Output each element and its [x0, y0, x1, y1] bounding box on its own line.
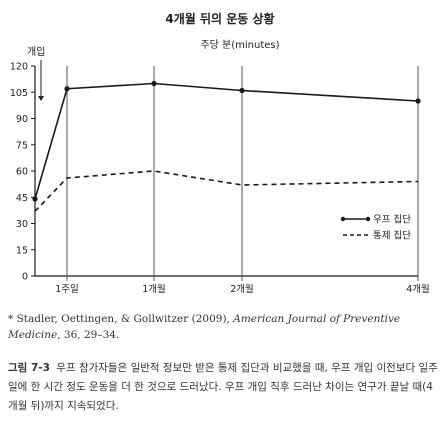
- control-group-line: [34, 170, 419, 212]
- y-tick-label: 30: [16, 219, 28, 230]
- woop-data-point: [32, 196, 38, 202]
- legend-marker: [340, 216, 346, 222]
- woop-data-point: [151, 80, 157, 87]
- intervention-arrow-head: [38, 96, 44, 101]
- y-tick-label: 90: [16, 114, 28, 125]
- footnote-journal: American Journal of Preventive Medicine: [8, 313, 401, 341]
- y-tick-label: 60: [16, 167, 28, 178]
- legend-label: 통제 집단: [373, 230, 411, 242]
- woop-data-point: [64, 86, 70, 92]
- y-tick-label: 0: [22, 272, 28, 283]
- woop-data-point: [415, 98, 421, 104]
- y-tick-label: 75: [16, 140, 28, 151]
- unit-label: 주당 분(minutes): [200, 39, 279, 51]
- x-tick-label: 1개월: [142, 283, 166, 295]
- y-tick-label: 45: [16, 193, 28, 204]
- intervention-label: 개입: [27, 45, 45, 58]
- footnote-authors: Stadler, Oettingen, & Gollwitzer (2009),: [16, 313, 230, 325]
- footnote: * Stadler, Oettingen, & Gollwitzer (2009…: [8, 311, 438, 343]
- legend-label: 우프 집단: [373, 214, 411, 226]
- x-tick-label: 4개월: [406, 283, 430, 295]
- legend-marker: [365, 216, 371, 222]
- woop-data-point: [239, 87, 245, 94]
- caption-text: 우프 참가자들은 일반적 정보만 받은 통제 집단과 비교했을 때, 우프 개입…: [8, 362, 438, 412]
- woop-group-line: [34, 82, 419, 200]
- chart: 4개월 뒤의 운동 상황 주당 분(minutes) 개입 0 15 30 45 60 7…: [10, 11, 430, 295]
- chart-title: 4개월 뒤의 운동 상황: [165, 11, 274, 26]
- footnote-marker: *: [8, 313, 14, 325]
- footnote-rest: , 36, 29–34.: [57, 329, 120, 341]
- figure-caption: 그림 7-3 우프 참가자들은 일반적 정보만 받은 통제 집단과 비교했을 때…: [8, 359, 438, 416]
- y-tick-label: 120: [10, 62, 28, 73]
- caption-label: 그림 7-3: [8, 362, 50, 374]
- y-tick-label: 15: [16, 245, 28, 256]
- x-tick-label: 2개월: [230, 283, 254, 295]
- x-tick-label: 1주일: [55, 284, 79, 295]
- y-tick-label: 105: [10, 88, 28, 99]
